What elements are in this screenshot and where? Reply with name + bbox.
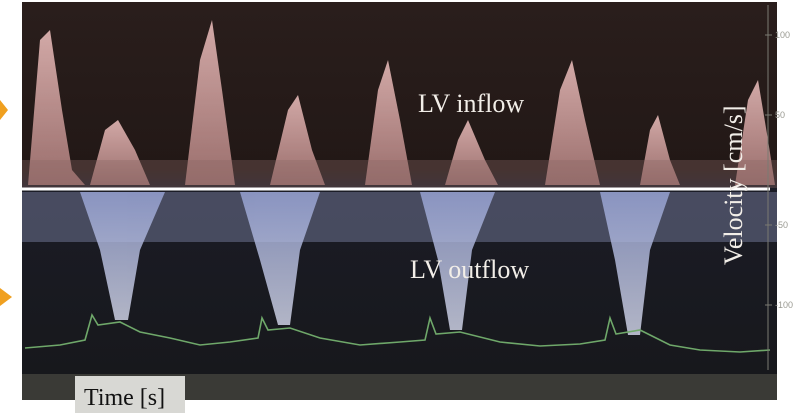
inflow-spectrum (28, 20, 775, 185)
x-axis-title: Time [s] (84, 385, 165, 411)
inflow-label: LV inflow (418, 89, 524, 118)
marker (0, 100, 8, 120)
outflow-label: LV outflow (410, 255, 529, 284)
marker (0, 288, 12, 306)
y-tick-label: 100 (775, 30, 790, 40)
outflow-spectrum (80, 192, 670, 335)
inflow-band (22, 160, 777, 188)
time-label-box (75, 376, 185, 413)
y-axis-title: Velocity [cm/s] (719, 105, 748, 265)
y-tick-label: -100 (775, 300, 793, 310)
velocity-scale (765, 5, 772, 370)
ecg-trace (24, 312, 771, 353)
y-tick-label: -50 (775, 220, 788, 230)
y-tick-label: 50 (775, 110, 785, 120)
